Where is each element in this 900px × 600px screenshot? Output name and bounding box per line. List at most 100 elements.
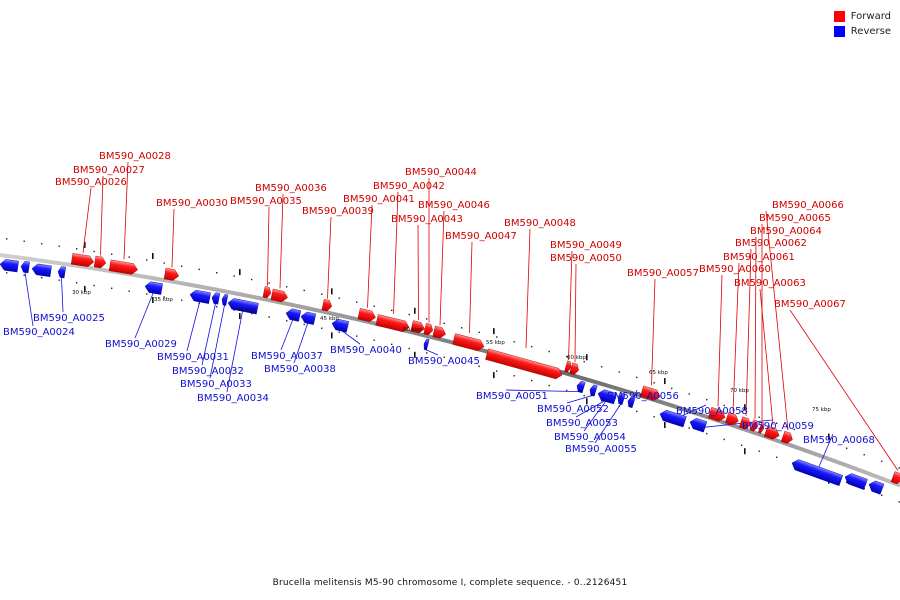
reverse-gene-arrow[interactable] <box>285 308 302 322</box>
forward-gene-arrow[interactable] <box>564 360 572 373</box>
forward-gene-label[interactable]: BM590_A0036 <box>255 183 327 194</box>
forward-gene-label[interactable]: BM590_A0062 <box>735 238 807 249</box>
reverse-gene[interactable] <box>575 380 586 394</box>
forward-gene[interactable] <box>410 320 426 335</box>
reverse-gene-arrow[interactable] <box>423 338 430 351</box>
forward-gene-label[interactable]: BM590_A0041 <box>343 194 415 205</box>
forward-gene-label[interactable]: BM590_A0060 <box>699 264 771 275</box>
forward-gene-label[interactable]: BM590_A0044 <box>405 167 477 178</box>
reverse-gene-label[interactable]: BM590_A0052 <box>537 404 609 415</box>
reverse-gene-arrow[interactable] <box>31 263 52 277</box>
forward-gene-label[interactable]: BM590_A0066 <box>772 200 844 211</box>
forward-gene-label[interactable]: BM590_A0027 <box>73 165 145 176</box>
forward-gene[interactable] <box>357 308 377 323</box>
forward-gene-label[interactable]: BM590_A0064 <box>750 226 822 237</box>
forward-gene[interactable] <box>452 333 486 352</box>
forward-gene-arrow[interactable] <box>270 288 289 303</box>
reverse-gene-arrow[interactable] <box>221 293 229 306</box>
forward-gene-arrow[interactable] <box>452 333 486 352</box>
reverse-gene-arrow[interactable] <box>331 318 350 333</box>
forward-gene-label[interactable]: BM590_A0048 <box>504 218 576 229</box>
reverse-gene-label[interactable]: BM590_A0038 <box>264 364 336 375</box>
forward-gene-label[interactable]: BM590_A0030 <box>156 198 228 209</box>
reverse-gene[interactable] <box>144 281 163 295</box>
reverse-gene-label[interactable]: BM590_A0054 <box>554 432 626 443</box>
reverse-gene[interactable] <box>626 395 636 409</box>
reverse-gene-label[interactable]: BM590_A0053 <box>546 418 618 429</box>
reverse-gene-arrow[interactable] <box>596 388 618 405</box>
reverse-gene-arrow[interactable] <box>300 311 317 325</box>
reverse-gene[interactable] <box>300 311 317 325</box>
reverse-gene[interactable] <box>331 318 350 333</box>
forward-gene-label[interactable]: BM590_A0028 <box>99 151 171 162</box>
reverse-gene-label[interactable]: BM590_A0032 <box>172 366 244 377</box>
reverse-gene-arrow[interactable] <box>227 297 259 315</box>
reverse-gene-arrow[interactable] <box>588 384 598 397</box>
forward-gene[interactable] <box>757 421 765 434</box>
forward-gene-arrow[interactable] <box>70 253 95 267</box>
forward-gene-arrow[interactable] <box>780 430 794 445</box>
reverse-gene-arrow[interactable] <box>688 417 708 433</box>
forward-gene-arrow[interactable] <box>432 325 447 340</box>
forward-gene[interactable] <box>432 325 447 340</box>
reverse-gene[interactable] <box>221 293 229 306</box>
forward-gene[interactable] <box>93 255 107 269</box>
forward-gene[interactable] <box>321 298 333 312</box>
forward-gene-label[interactable]: BM590_A0042 <box>373 181 445 192</box>
reverse-gene-arrow[interactable] <box>843 472 868 490</box>
forward-gene-arrow[interactable] <box>640 385 661 402</box>
reverse-gene-arrow[interactable] <box>211 292 221 305</box>
forward-gene[interactable] <box>708 407 727 422</box>
reverse-gene[interactable] <box>790 458 844 487</box>
forward-gene[interactable] <box>70 253 95 267</box>
reverse-gene-arrow[interactable] <box>189 289 211 304</box>
reverse-gene-label[interactable]: BM590_A0037 <box>251 351 323 362</box>
reverse-gene[interactable] <box>658 409 687 428</box>
forward-gene-label[interactable]: BM590_A0039 <box>302 206 374 217</box>
reverse-gene-label[interactable]: BM590_A0031 <box>157 352 229 363</box>
forward-gene-arrow[interactable] <box>410 320 426 335</box>
forward-gene[interactable] <box>564 360 572 373</box>
forward-gene-label[interactable]: BM590_A0035 <box>230 196 302 207</box>
reverse-gene[interactable] <box>588 384 598 397</box>
reverse-gene[interactable] <box>867 479 885 495</box>
reverse-gene[interactable] <box>20 261 30 274</box>
forward-gene[interactable] <box>270 288 289 303</box>
forward-gene-label[interactable]: BM590_A0057 <box>627 268 699 279</box>
reverse-gene-arrow[interactable] <box>0 259 19 273</box>
reverse-gene[interactable] <box>843 472 868 490</box>
forward-gene[interactable] <box>108 259 138 275</box>
reverse-gene-label[interactable]: BM590_A0025 <box>33 313 105 324</box>
forward-gene-arrow[interactable] <box>749 419 759 432</box>
forward-gene-arrow[interactable] <box>423 322 434 336</box>
reverse-gene-arrow[interactable] <box>20 261 30 274</box>
forward-gene-arrow[interactable] <box>375 314 411 332</box>
reverse-gene[interactable] <box>596 388 618 405</box>
forward-gene[interactable] <box>738 416 752 431</box>
forward-gene[interactable] <box>485 348 564 380</box>
reverse-gene-label[interactable]: BM590_A0058 <box>676 406 748 417</box>
forward-gene-label[interactable]: BM590_A0067 <box>774 299 846 310</box>
reverse-gene-label[interactable]: BM590_A0051 <box>476 391 548 402</box>
reverse-gene[interactable] <box>423 338 430 351</box>
forward-gene-label[interactable]: BM590_A0065 <box>759 213 831 224</box>
forward-gene-label[interactable]: BM590_A0047 <box>445 231 517 242</box>
reverse-gene[interactable] <box>57 266 66 279</box>
forward-gene-arrow[interactable] <box>163 267 180 281</box>
forward-gene[interactable] <box>423 322 434 336</box>
reverse-gene[interactable] <box>31 263 52 277</box>
reverse-gene-arrow[interactable] <box>790 458 844 487</box>
reverse-gene[interactable] <box>189 289 211 304</box>
reverse-gene[interactable] <box>227 297 259 315</box>
reverse-gene-label[interactable]: BM590_A0055 <box>565 444 637 455</box>
reverse-gene[interactable] <box>211 292 221 305</box>
reverse-gene-arrow[interactable] <box>658 409 687 428</box>
forward-gene[interactable] <box>262 286 272 299</box>
reverse-gene[interactable] <box>616 392 626 405</box>
reverse-gene-label[interactable]: BM590_A0040 <box>330 345 402 356</box>
reverse-gene-label[interactable]: BM590_A0056 <box>607 391 679 402</box>
reverse-gene-label[interactable]: BM590_A0068 <box>803 435 875 446</box>
forward-gene-arrow[interactable] <box>321 298 333 312</box>
reverse-gene-arrow[interactable] <box>626 395 636 409</box>
forward-gene-arrow[interactable] <box>738 416 752 431</box>
